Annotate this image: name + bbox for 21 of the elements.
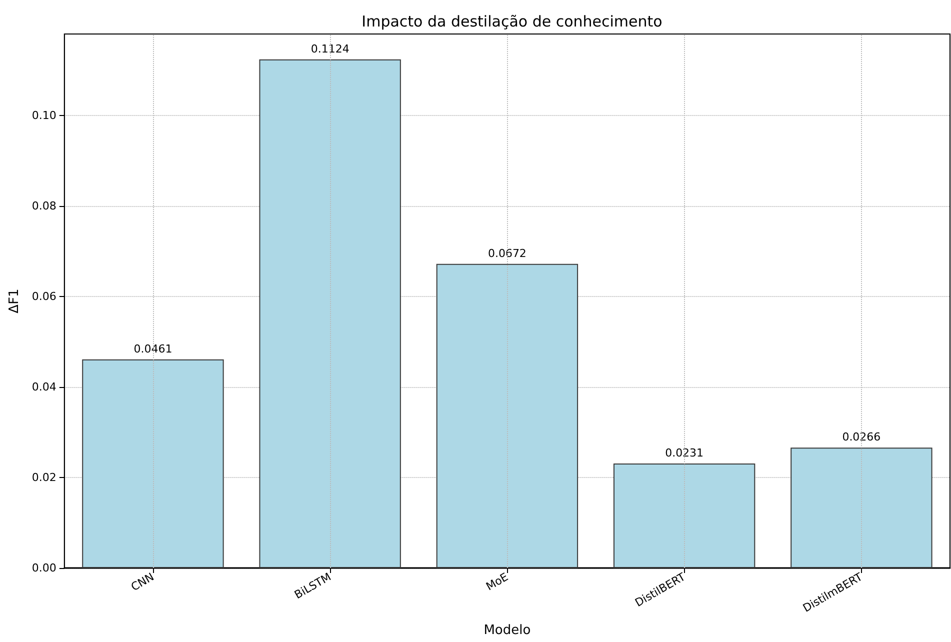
x-tick-label: CNN	[128, 570, 156, 594]
chart-title: Impacto da destilação de conhecimento	[362, 12, 662, 30]
bar	[436, 264, 578, 568]
bar	[82, 359, 224, 568]
y-tick-label: 0.00	[32, 562, 56, 574]
y-tick-label: 0.06	[32, 290, 56, 303]
x-axis-title: Modelo	[484, 623, 531, 638]
y-tick-label: 0.02	[32, 470, 56, 484]
y-tick-label: 0.08	[32, 199, 56, 212]
y-tick-label: 0.10	[32, 108, 56, 122]
data-label: 0.0231	[665, 446, 704, 460]
y-tick-label: 0.04	[32, 380, 56, 394]
data-label: 0.0266	[842, 430, 881, 444]
bar	[259, 59, 401, 568]
data-label: 0.0461	[134, 342, 172, 356]
data-label: 0.1124	[310, 42, 350, 56]
data-label: 0.0672	[488, 246, 526, 260]
bar	[613, 463, 756, 568]
y-axis-title: ΔF1	[7, 288, 22, 314]
bar	[790, 448, 932, 568]
x-tick-label: MoE	[484, 570, 510, 594]
